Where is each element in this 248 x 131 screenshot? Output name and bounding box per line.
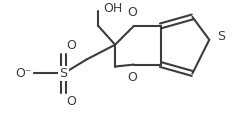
Text: O: O <box>127 6 137 19</box>
Text: O⁻: O⁻ <box>15 67 32 80</box>
Text: S: S <box>60 67 67 80</box>
Text: O: O <box>66 95 76 108</box>
Text: S: S <box>217 30 225 43</box>
Text: OH: OH <box>103 2 123 15</box>
Text: O: O <box>127 70 137 84</box>
Text: O: O <box>66 39 76 52</box>
